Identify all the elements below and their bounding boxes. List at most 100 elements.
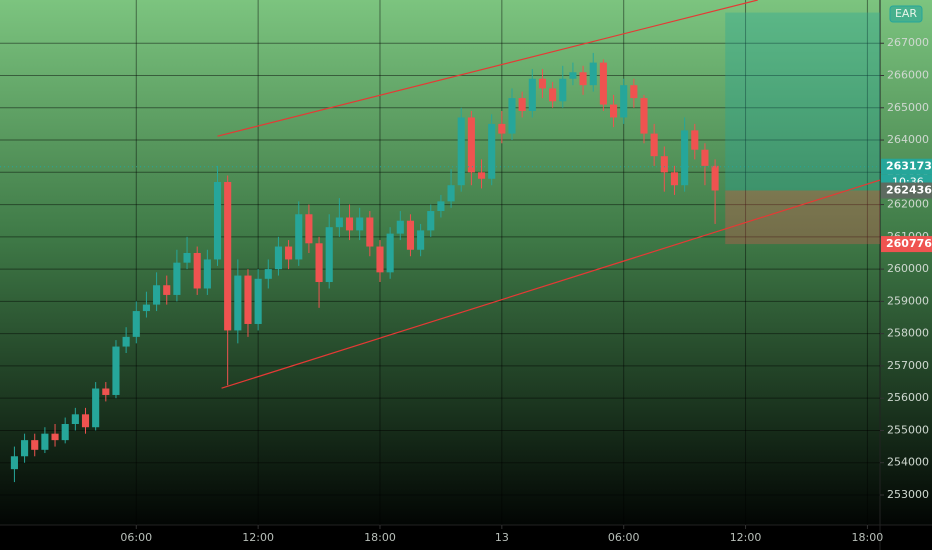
candle-body xyxy=(264,269,272,279)
candle-body xyxy=(173,262,181,295)
candle-body xyxy=(498,123,506,134)
y-tick-label: 259000 xyxy=(887,294,929,307)
candle-body xyxy=(224,181,232,331)
candle-body xyxy=(518,98,526,112)
x-tick-label: 12:00 xyxy=(730,531,762,544)
candle-body xyxy=(132,311,140,337)
candle-body xyxy=(437,201,445,212)
marks xyxy=(0,0,881,483)
candle-body xyxy=(274,246,282,270)
stop-zone xyxy=(725,190,880,245)
candle-body xyxy=(538,78,547,89)
target-zone xyxy=(725,12,880,191)
candle-body xyxy=(640,98,648,134)
candle-body xyxy=(21,440,29,457)
candle-body xyxy=(589,62,597,86)
candle-body xyxy=(528,78,536,112)
candle-body xyxy=(650,133,658,157)
candle-body xyxy=(508,98,516,134)
candle-body xyxy=(701,149,709,166)
x-tick-label: 18:00 xyxy=(364,531,396,544)
candle-body xyxy=(213,181,222,260)
candle-body xyxy=(345,217,354,231)
entry-label: 262436 xyxy=(886,184,932,197)
candle-body xyxy=(599,62,607,105)
y-tick-label: 257000 xyxy=(887,359,929,372)
candle-body xyxy=(234,275,242,331)
candle-body xyxy=(183,252,191,263)
candle-body xyxy=(579,72,587,86)
candle-body xyxy=(559,78,567,102)
candle-body xyxy=(406,220,415,250)
symbol-button[interactable]: EAR xyxy=(895,7,917,20)
candle-body xyxy=(102,388,110,395)
candle-body xyxy=(569,72,577,79)
candle-body xyxy=(396,220,404,234)
x-tick-label: 13 xyxy=(495,531,509,544)
grid xyxy=(135,42,884,529)
candle-body xyxy=(477,172,486,179)
candle-body xyxy=(254,278,262,324)
trend-line xyxy=(221,179,881,389)
y-tick-label: 264000 xyxy=(887,133,929,146)
last-price-label: 263173 xyxy=(886,160,932,173)
trend-line xyxy=(217,0,758,137)
candle-body xyxy=(417,230,425,250)
y-tick-label: 253000 xyxy=(887,488,929,501)
candle-body xyxy=(305,214,313,244)
candle-body xyxy=(691,130,699,150)
candle-body xyxy=(41,433,49,450)
candle-body xyxy=(386,233,394,273)
candle-body xyxy=(366,217,374,247)
candle-body xyxy=(193,252,201,289)
candle-body xyxy=(660,156,668,173)
labels: 253000 254000 255000 256000 257000 258000 2590… xyxy=(120,5,932,544)
y-tick-label: 260000 xyxy=(887,262,929,275)
candle-body xyxy=(630,85,638,99)
candle-body xyxy=(457,117,465,186)
y-tick-label: 255000 xyxy=(887,423,929,436)
symbol-button-bg[interactable] xyxy=(889,5,923,23)
candle-body xyxy=(142,304,150,312)
candle-body xyxy=(681,130,689,186)
entry-label-bg xyxy=(881,182,932,199)
candle-body xyxy=(122,336,130,347)
stop-label: 260776 xyxy=(886,237,932,250)
candle-body xyxy=(112,346,120,395)
candle-body xyxy=(61,424,69,441)
candle-body xyxy=(549,88,557,102)
y-tick-label: 262000 xyxy=(887,198,929,211)
candle-body xyxy=(711,165,719,191)
y-tick-label: 254000 xyxy=(887,456,929,469)
candle-body xyxy=(163,285,171,295)
candle-body xyxy=(31,440,39,450)
y-tick-label: 258000 xyxy=(887,327,929,340)
x-tick-label: 06:00 xyxy=(608,531,640,544)
x-tick-label: 06:00 xyxy=(120,531,152,544)
candle-body xyxy=(51,433,59,441)
y-tick-label: 266000 xyxy=(887,69,929,82)
candle-body xyxy=(376,246,384,273)
time-axis-background xyxy=(0,525,932,550)
candle-body xyxy=(609,104,618,118)
candle-body xyxy=(81,414,90,428)
candle-body xyxy=(670,172,679,186)
stop-label-bg xyxy=(881,236,932,253)
candle-body xyxy=(244,275,252,324)
candle-body xyxy=(447,185,455,202)
candle-body xyxy=(10,456,18,470)
candle-body xyxy=(620,85,628,118)
candle-body xyxy=(467,117,475,173)
x-tick-label: 12:00 xyxy=(242,531,274,544)
last-price-label-bg xyxy=(881,158,932,175)
plot-background xyxy=(0,0,932,525)
candle-body xyxy=(325,227,333,283)
candle-body xyxy=(285,246,293,260)
y-tick-label: 265000 xyxy=(887,101,929,114)
y-tick-label: 267000 xyxy=(887,36,929,49)
candle-body xyxy=(335,217,343,228)
candle-body xyxy=(92,388,100,428)
candle-body xyxy=(315,243,323,283)
